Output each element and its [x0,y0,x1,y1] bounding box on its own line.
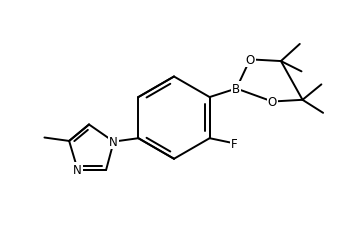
Text: B: B [232,83,240,96]
Text: F: F [231,137,238,150]
Text: N: N [109,136,118,148]
Text: O: O [268,96,277,109]
Text: O: O [245,54,255,67]
Text: N: N [73,163,82,176]
